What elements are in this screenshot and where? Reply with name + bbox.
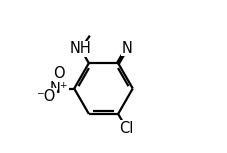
Text: N⁺: N⁺ [50,81,68,96]
Text: N: N [121,41,132,56]
Text: ⁻O: ⁻O [36,89,56,104]
Text: NH: NH [69,41,91,56]
Text: Cl: Cl [119,121,133,136]
Text: O: O [53,66,65,81]
